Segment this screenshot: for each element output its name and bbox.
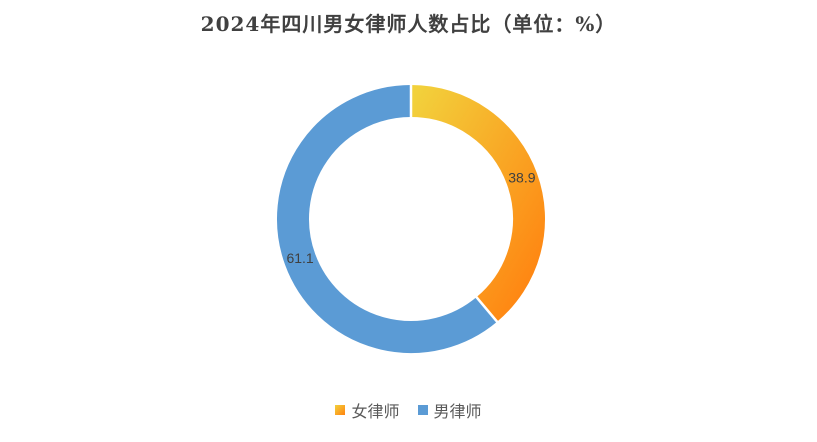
legend-label-male: 男律师 xyxy=(433,402,482,421)
data-label-male: 61.1 xyxy=(286,250,313,266)
donut-slice-male[interactable] xyxy=(277,85,498,353)
legend-item-male[interactable]: 男律师 xyxy=(417,398,482,422)
legend: 女律师 男律师 xyxy=(0,398,817,422)
chart-title: 2024年四川男女律师人数占比（单位：%） xyxy=(200,12,617,36)
data-label-female: 38.9 xyxy=(508,169,535,185)
legend-swatch-female xyxy=(335,405,346,415)
legend-swatch-male xyxy=(417,405,428,415)
donut-slice-female[interactable] xyxy=(410,85,545,322)
legend-label-female: 女律师 xyxy=(351,402,400,421)
legend-item-female[interactable]: 女律师 xyxy=(335,398,400,422)
slice-separator xyxy=(474,295,499,324)
